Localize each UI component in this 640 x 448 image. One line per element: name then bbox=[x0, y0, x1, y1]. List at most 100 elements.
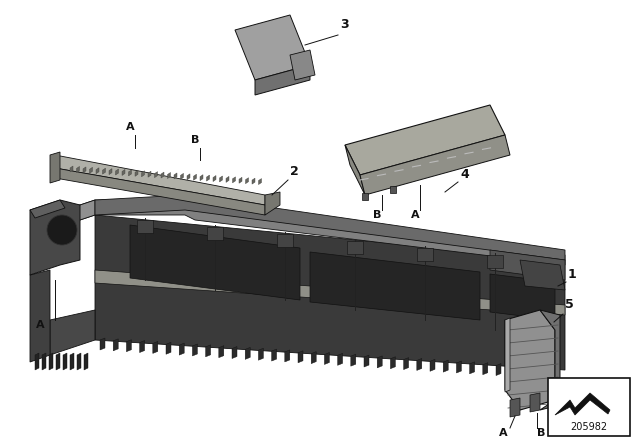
Polygon shape bbox=[200, 175, 203, 181]
Polygon shape bbox=[50, 152, 60, 183]
Polygon shape bbox=[417, 358, 422, 370]
Polygon shape bbox=[510, 398, 520, 417]
Text: A: A bbox=[499, 428, 508, 438]
Polygon shape bbox=[351, 354, 356, 366]
Polygon shape bbox=[245, 347, 250, 359]
Polygon shape bbox=[77, 353, 81, 370]
Polygon shape bbox=[259, 348, 264, 360]
Polygon shape bbox=[35, 353, 39, 370]
Text: 4: 4 bbox=[460, 168, 468, 181]
Polygon shape bbox=[265, 192, 280, 215]
Polygon shape bbox=[102, 168, 106, 174]
Polygon shape bbox=[324, 353, 330, 365]
Polygon shape bbox=[55, 155, 265, 205]
Polygon shape bbox=[548, 367, 554, 379]
Polygon shape bbox=[246, 178, 248, 184]
Text: 1: 1 bbox=[568, 268, 577, 281]
Polygon shape bbox=[443, 360, 448, 372]
Polygon shape bbox=[63, 353, 67, 370]
Polygon shape bbox=[55, 168, 265, 215]
Polygon shape bbox=[390, 357, 396, 369]
Polygon shape bbox=[505, 310, 555, 410]
Polygon shape bbox=[141, 171, 145, 177]
Polygon shape bbox=[113, 339, 118, 351]
Polygon shape bbox=[290, 50, 315, 80]
Polygon shape bbox=[49, 353, 53, 370]
Polygon shape bbox=[77, 167, 79, 172]
Polygon shape bbox=[137, 220, 153, 233]
Polygon shape bbox=[490, 250, 565, 280]
Polygon shape bbox=[70, 166, 73, 172]
Polygon shape bbox=[487, 255, 503, 268]
Polygon shape bbox=[235, 15, 310, 80]
Polygon shape bbox=[345, 105, 505, 175]
Polygon shape bbox=[555, 393, 610, 415]
Polygon shape bbox=[390, 186, 396, 193]
Polygon shape bbox=[95, 195, 565, 260]
Polygon shape bbox=[207, 227, 223, 240]
Polygon shape bbox=[226, 177, 229, 182]
Polygon shape bbox=[298, 351, 303, 363]
Bar bbox=[548, 378, 630, 436]
Polygon shape bbox=[311, 352, 316, 364]
Polygon shape bbox=[193, 174, 196, 180]
Polygon shape bbox=[50, 200, 95, 230]
Polygon shape bbox=[364, 355, 369, 367]
Polygon shape bbox=[95, 270, 565, 315]
Polygon shape bbox=[220, 176, 223, 182]
Polygon shape bbox=[277, 234, 293, 247]
Polygon shape bbox=[115, 169, 118, 175]
Polygon shape bbox=[90, 167, 93, 173]
Polygon shape bbox=[193, 344, 197, 356]
Polygon shape bbox=[404, 358, 408, 370]
Text: A: A bbox=[36, 320, 44, 330]
Text: 2: 2 bbox=[290, 165, 299, 178]
Polygon shape bbox=[96, 168, 99, 174]
Text: A: A bbox=[411, 210, 419, 220]
Polygon shape bbox=[166, 342, 171, 354]
Text: 3: 3 bbox=[340, 18, 349, 31]
Polygon shape bbox=[540, 310, 560, 410]
Text: B: B bbox=[537, 428, 545, 438]
Polygon shape bbox=[490, 274, 555, 320]
Polygon shape bbox=[50, 310, 95, 355]
Polygon shape bbox=[154, 172, 157, 178]
Polygon shape bbox=[187, 174, 190, 180]
Polygon shape bbox=[50, 200, 565, 265]
Polygon shape bbox=[360, 135, 510, 195]
Polygon shape bbox=[205, 345, 211, 357]
Polygon shape bbox=[232, 177, 236, 183]
Polygon shape bbox=[42, 353, 46, 370]
Polygon shape bbox=[219, 346, 224, 358]
Polygon shape bbox=[168, 172, 170, 178]
Polygon shape bbox=[174, 173, 177, 179]
Polygon shape bbox=[259, 179, 262, 185]
Polygon shape bbox=[338, 353, 342, 365]
Circle shape bbox=[47, 215, 77, 245]
Polygon shape bbox=[30, 200, 80, 275]
Polygon shape bbox=[496, 363, 501, 375]
Polygon shape bbox=[483, 363, 488, 375]
Polygon shape bbox=[100, 338, 105, 350]
Polygon shape bbox=[417, 248, 433, 261]
Polygon shape bbox=[207, 175, 209, 181]
Polygon shape bbox=[252, 178, 255, 184]
Text: 5: 5 bbox=[565, 298, 573, 311]
Polygon shape bbox=[140, 340, 145, 353]
Polygon shape bbox=[130, 225, 300, 300]
Polygon shape bbox=[377, 356, 382, 368]
Polygon shape bbox=[127, 340, 131, 352]
Text: A: A bbox=[125, 122, 134, 132]
Polygon shape bbox=[430, 359, 435, 371]
Polygon shape bbox=[30, 200, 65, 218]
Polygon shape bbox=[161, 172, 164, 178]
Polygon shape bbox=[83, 167, 86, 173]
Polygon shape bbox=[522, 365, 527, 377]
Polygon shape bbox=[129, 170, 131, 176]
Polygon shape bbox=[530, 393, 540, 412]
Polygon shape bbox=[509, 364, 514, 376]
Polygon shape bbox=[347, 241, 363, 254]
Polygon shape bbox=[30, 270, 50, 362]
Polygon shape bbox=[153, 341, 158, 353]
Polygon shape bbox=[310, 252, 480, 320]
